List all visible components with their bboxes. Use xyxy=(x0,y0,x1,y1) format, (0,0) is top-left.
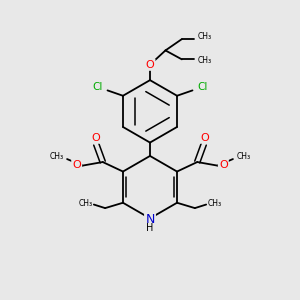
Text: H: H xyxy=(146,223,154,233)
Text: Cl: Cl xyxy=(197,82,207,92)
Text: O: O xyxy=(200,133,209,143)
Text: Cl: Cl xyxy=(93,82,103,92)
Text: Cl: Cl xyxy=(197,82,207,92)
Text: O: O xyxy=(146,60,154,70)
Text: CH₃: CH₃ xyxy=(208,199,222,208)
Text: CH₃: CH₃ xyxy=(78,199,92,208)
Text: CH₃: CH₃ xyxy=(236,152,250,161)
Text: CH₃: CH₃ xyxy=(198,56,212,65)
Text: CH₃: CH₃ xyxy=(50,152,64,161)
Text: O: O xyxy=(72,160,81,170)
Text: O: O xyxy=(219,160,228,170)
Text: O: O xyxy=(91,133,100,143)
Text: N: N xyxy=(145,213,155,226)
Text: O: O xyxy=(219,160,228,170)
Text: O: O xyxy=(91,133,100,143)
Text: CH₃: CH₃ xyxy=(198,32,212,41)
Text: O: O xyxy=(72,160,81,170)
Text: O: O xyxy=(200,133,209,143)
Text: O: O xyxy=(146,60,154,70)
Text: Cl: Cl xyxy=(93,82,103,92)
